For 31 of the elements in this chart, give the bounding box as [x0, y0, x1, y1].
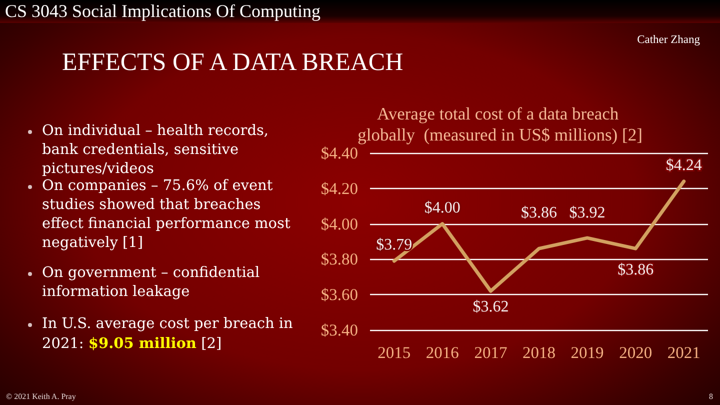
y-tick-label: $3.80 [320, 250, 358, 269]
y-tick-label: $4.40 [320, 144, 358, 162]
text: On individual – health records, bank credentials, sensitive pictures/videos [42, 123, 269, 177]
x-tick-label: 2016 [426, 343, 459, 362]
text: On government – confidential information leakage [42, 265, 260, 300]
text: [2] [201, 336, 222, 352]
y-tick-label: $3.40 [320, 320, 358, 340]
x-tick-label: 2020 [619, 343, 652, 362]
text: EFFECTS OF A DATA BREACH [62, 48, 404, 77]
text: On companies – 75.6% of event studies showed that breaches effect financial performance most negatively [1] [42, 178, 290, 251]
text: Cather Zhang [637, 33, 700, 47]
x-tick-label: 2021 [667, 343, 700, 362]
data-label: $4.00 [424, 199, 460, 216]
data-label: $3.86 [521, 204, 557, 222]
data-label: $3.62 [472, 298, 509, 316]
text: 8 [709, 392, 713, 402]
data-label: $3.92 [569, 204, 606, 222]
x-tick-label: 2017 [474, 343, 508, 362]
text: CS 3043 Social Implications Of Computing [5, 1, 320, 22]
x-tick-label: 2018 [522, 343, 556, 362]
y-tick-label: $3.60 [320, 285, 358, 304]
data-label: $3.86 [618, 262, 654, 279]
data-label: $4.24 [666, 156, 702, 174]
data-label: $3.79 [376, 236, 412, 254]
chart-title: Average total cost of a data breach globally (measured in US$ millions) [2] [358, 104, 642, 144]
text: © 2021 Keith A. Pray [6, 392, 76, 402]
text: $9.05 million [88, 335, 196, 352]
x-tick-label: 2019 [570, 343, 604, 362]
y-tick-label: $4.00 [320, 214, 358, 234]
y-tick-label: $4.20 [320, 178, 358, 198]
x-tick-label: 2015 [378, 343, 411, 362]
